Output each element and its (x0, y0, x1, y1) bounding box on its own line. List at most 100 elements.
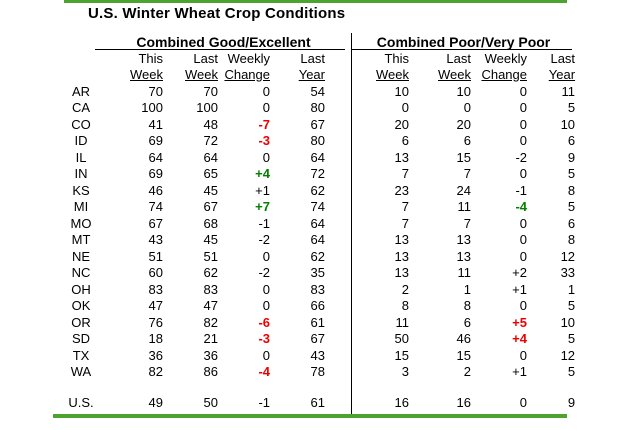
state-label: CO (71, 116, 91, 132)
section-poor-verypoor-label: Combined Poor/Very Poor (376, 33, 551, 50)
pp-last-year: 9 (567, 394, 576, 410)
ge-this-week: 47 (148, 298, 163, 314)
ge-last-year: 64 (310, 215, 325, 231)
state-label: OK (71, 298, 91, 314)
pp-last-week: 13 (456, 232, 471, 248)
ge-last-year: 67 (310, 116, 325, 132)
ge-last-week: 48 (203, 116, 218, 132)
poor-verypoor-header-underline (352, 49, 572, 50)
ge-this-week: 82 (148, 364, 163, 380)
pp-last-week: 15 (456, 149, 471, 165)
ge-last-week: 86 (203, 364, 218, 380)
ge-last-week: 82 (203, 314, 218, 330)
pp-last-year: 6 (567, 133, 576, 149)
state-label: AR (71, 83, 91, 99)
ge-change: 0 (262, 347, 270, 363)
empty-cell (325, 33, 352, 50)
gap-row (40, 380, 575, 394)
pp-change: 0 (519, 133, 527, 149)
pp-last-year: 10 (560, 116, 576, 132)
pp-last-year: 12 (560, 347, 576, 363)
pp-this-week: 20 (394, 116, 409, 132)
pp-last-year: 9 (567, 149, 576, 165)
state-label: WA (70, 364, 92, 380)
ge-this-week: 76 (148, 314, 163, 330)
spacer-cell (325, 149, 352, 166)
ge-last-week: 68 (203, 215, 218, 231)
col-header-pp-change: Change (481, 67, 527, 82)
ge-this-week: 67 (148, 215, 163, 231)
ge-this-week: 69 (148, 133, 163, 149)
pp-last-year: 10 (560, 314, 576, 330)
ge-change: 0 (262, 100, 270, 116)
table-row: AR 70 70 0 54 10 10 0 11 (40, 83, 575, 100)
pp-last-year: 5 (567, 298, 576, 314)
pp-this-week: 13 (394, 265, 409, 281)
ge-last-year: 62 (310, 248, 325, 264)
spacer-cell (325, 232, 352, 249)
col-header-pp-year: Year (548, 67, 576, 82)
pp-last-year: 12 (560, 248, 576, 264)
pp-change: 0 (519, 100, 527, 116)
spacer-cell (325, 133, 352, 150)
spacer-cell (325, 331, 352, 348)
pp-last-year: 1 (567, 281, 576, 297)
ge-last-week: 45 (203, 232, 218, 248)
top-accent-line (64, 0, 567, 3)
state-label: MI (73, 199, 89, 215)
spacer-cell (325, 182, 352, 199)
table-row: MT 43 45 -2 64 13 13 0 8 (40, 232, 575, 249)
pp-last-week: 24 (456, 182, 471, 198)
pp-change: 0 (519, 232, 527, 248)
empty-cell (40, 66, 122, 83)
pp-this-week: 15 (394, 347, 409, 363)
pp-this-week: 10 (394, 83, 409, 99)
ge-change: 0 (262, 298, 270, 314)
state-label: TX (72, 347, 90, 363)
spacer-cell (325, 50, 352, 66)
ge-last-year: 80 (310, 100, 325, 116)
ge-last-year: 61 (310, 314, 325, 330)
ge-change: -1 (258, 394, 270, 410)
ge-last-year: 61 (310, 394, 325, 410)
empty-cell (40, 380, 575, 394)
ge-last-week: 64 (203, 149, 218, 165)
pp-last-year: 11 (561, 83, 576, 99)
table-row: TX 36 36 0 43 15 15 0 12 (40, 347, 575, 364)
pp-this-week: 13 (394, 232, 409, 248)
spacer-cell (325, 364, 352, 381)
ge-this-week: 64 (148, 149, 163, 165)
ge-last-week: 36 (203, 347, 218, 363)
state-label: OH (71, 281, 91, 297)
col-header-pp-last: Last (550, 50, 576, 66)
empty-cell (40, 33, 122, 50)
pp-change: +1 (512, 281, 527, 297)
ge-last-week: 72 (203, 133, 218, 149)
pp-last-week: 0 (463, 100, 471, 116)
col-header-pp-weekly: Weekly (484, 50, 527, 66)
table-row: OR 76 82 -6 61 11 6 +5 10 (40, 314, 575, 331)
spacer-cell (325, 66, 352, 83)
spacer-cell (325, 265, 352, 282)
spacer-cell (325, 281, 352, 298)
table-row: MI 74 67 +7 74 7 11 -4 5 (40, 199, 575, 216)
pp-this-week: 8 (401, 298, 409, 314)
state-label: ID (74, 133, 88, 149)
state-label: MO (70, 215, 92, 231)
spacer-cell (325, 215, 352, 232)
ge-this-week: 70 (148, 83, 163, 99)
table-row: U.S. 49 50 -1 61 16 16 0 9 (40, 394, 575, 410)
col-header-pp-this: This (384, 50, 409, 66)
table-row: MO 67 68 -1 64 7 7 0 6 (40, 215, 576, 232)
pp-last-week: 8 (463, 298, 471, 314)
pp-last-year: 5 (567, 364, 576, 380)
table-row: IL 64 64 0 64 13 15 -2 9 (40, 149, 575, 166)
spacer-cell (325, 116, 352, 133)
state-label: KS (72, 182, 90, 198)
pp-last-week: 6 (463, 133, 471, 149)
pp-change: -2 (515, 149, 527, 165)
ge-change: -3 (258, 133, 270, 149)
ge-change: 0 (262, 248, 270, 264)
spacer-cell (325, 298, 352, 315)
pp-this-week: 2 (401, 281, 409, 297)
